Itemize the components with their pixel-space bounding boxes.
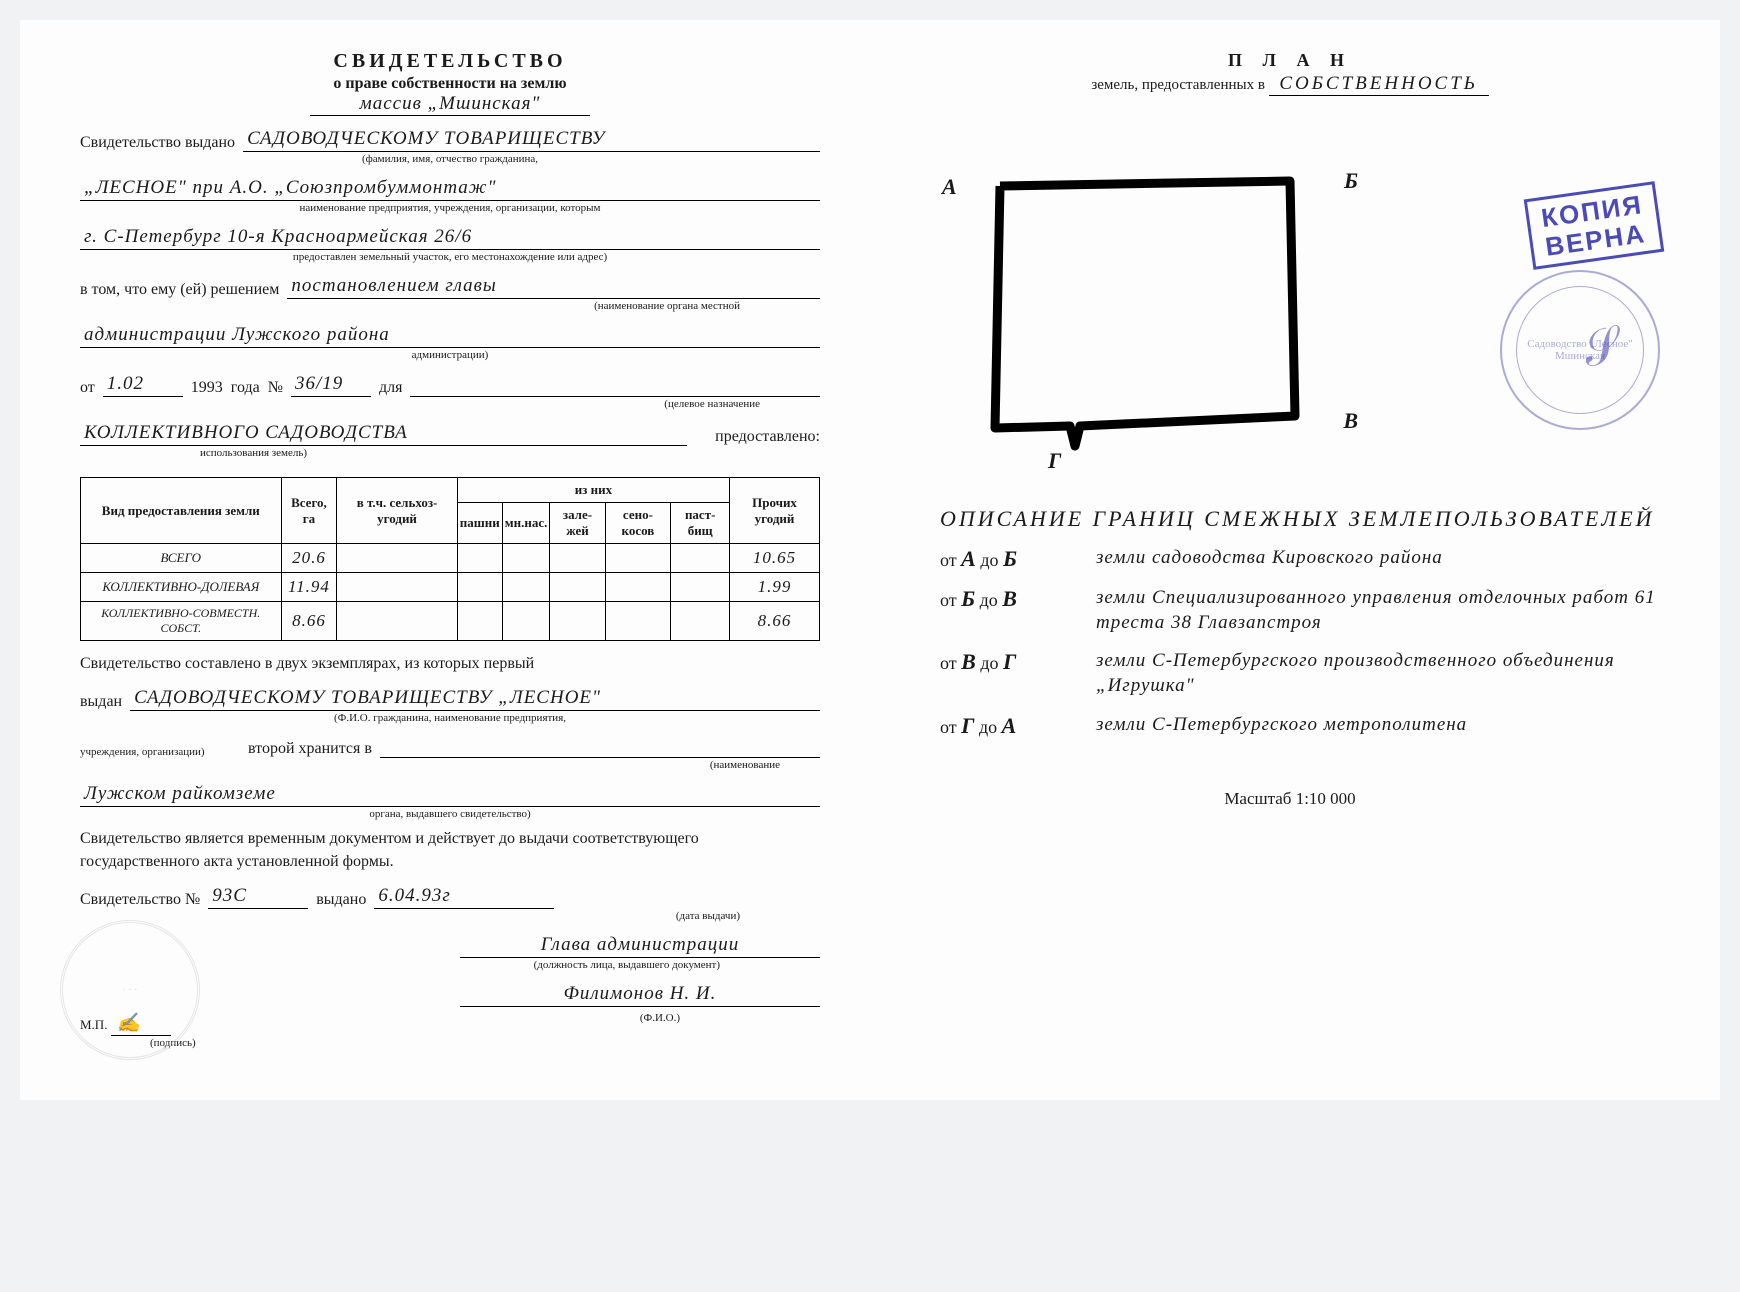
org-val: Лужском райкомземе (80, 783, 820, 807)
temp-doc-text: Свидетельство является временным докумен… (80, 828, 820, 873)
decision-sub1: (наименование органа местной (80, 300, 820, 312)
table-row: КОЛЛЕКТИВНО-СОВМЕСТН. СОБСТ.8.668.66 (81, 602, 820, 641)
th-pastb: паст-бищ (671, 503, 730, 544)
head-label: Глава администрации (460, 934, 820, 958)
issued-sub2: наименование предприятия, учреждения, ор… (80, 202, 820, 214)
issued-sub1: (фамилия, имя, отчество гражданина, (80, 153, 820, 165)
land-table: Вид предоставления земли Всего, га в т.ч… (80, 477, 820, 641)
boundary-label: от Б до В (940, 586, 1080, 612)
table-row: ВСЕГО20.610.65 (81, 544, 820, 573)
th-mnnas: мн.нас. (502, 503, 550, 544)
cert-num-label: Свидетельство № (80, 891, 200, 909)
corner-a: А (942, 174, 957, 200)
document-page: СВИДЕТЕЛЬСТВО о праве собственности на з… (20, 20, 1720, 1100)
plan-panel: П Л А Н земель, предоставленных в СОБСТВ… (870, 20, 1720, 1100)
decision-label: в том, что ему (ей) решением (80, 281, 279, 299)
cert-title: СВИДЕТЕЛЬСТВО (80, 50, 820, 73)
head-name: Филимонов Н. И. (460, 983, 820, 1007)
th-agri: в т.ч. сельхоз-угодий (337, 478, 458, 544)
purpose-sub: использования земель) (80, 447, 820, 459)
date-day: 1.02 (103, 373, 183, 397)
copy2-right-label: второй хранится в (248, 740, 372, 758)
two-copies-text: Свидетельство составлено в двух экземпля… (80, 653, 820, 675)
cert-num: 93С (208, 885, 308, 909)
purpose-sub-top: (целевое назначение (80, 398, 820, 410)
cert-date: 6.04.93г (374, 885, 554, 909)
address: г. С-Петербург 10-я Красноармейская 26/6 (80, 226, 820, 250)
for-label: для (379, 379, 402, 397)
table-body: ВСЕГО20.610.65 КОЛЛЕКТИВНО-ДОЛЕВАЯ11.941… (81, 544, 820, 641)
num-label: № (268, 379, 283, 397)
corner-g: Г (1048, 448, 1061, 474)
certificate-panel: СВИДЕТЕЛЬСТВО о праве собственности на з… (20, 20, 870, 1100)
corner-b: Б (1344, 168, 1358, 194)
cert-subtitle: о праве собственности на землю (80, 75, 820, 93)
boundary-text: земли Специализированного управления отд… (1096, 586, 1670, 635)
stamp-copy-valid: КОПИЯ ВЕРНА (1524, 181, 1665, 270)
ot-label: от (80, 379, 95, 397)
boundary-text: земли садоводства Кировского района (1096, 546, 1443, 571)
sign-sub: (подпись) (80, 1037, 820, 1049)
plan-title: П Л А Н (910, 50, 1670, 71)
doc-num: 36/19 (291, 373, 371, 397)
table-row: КОЛЛЕКТИВНО-ДОЛЕВАЯ11.941.99 (81, 573, 820, 602)
boundaries-list: от А до Б земли садоводства Кировского ра… (910, 546, 1670, 739)
plot-outline-icon (970, 166, 1330, 466)
provided-label: предоставлено: (715, 428, 820, 446)
copy1-sub: (Ф.И.О. гражданина, наименование предпри… (80, 712, 820, 724)
cert-date-sub: (дата выдачи) (80, 910, 820, 922)
plan-line-val: СОБСТВЕННОСТЬ (1269, 73, 1489, 96)
seal-icon-right: Садоводство „Лесное" Мшинская (1500, 270, 1660, 430)
decision-sub2: администрации) (80, 349, 820, 361)
th-type: Вид предоставления земли (81, 478, 282, 544)
th-pashni: пашни (457, 503, 502, 544)
th-total: Всего, га (281, 478, 337, 544)
th-other: Прочих угодий (730, 478, 820, 544)
th-ofthem: из них (457, 478, 729, 503)
address-sub: предоставлен земельный участок, его мест… (80, 251, 820, 263)
boundary-text: земли С-Петербургского метрополитена (1096, 713, 1467, 738)
seal-icon-left: · · · (60, 920, 200, 1060)
year-label: года (231, 379, 260, 397)
plan-sub-row: земель, предоставленных в СОБСТВЕННОСТЬ (910, 73, 1670, 96)
boundary-row: от А до Б земли садоводства Кировского ра… (940, 546, 1670, 572)
boundary-row: от Г до А земли С-Петербургского метропол… (940, 713, 1670, 739)
boundary-label: от А до Б (940, 546, 1080, 572)
boundary-label: от В до Г (940, 649, 1080, 675)
issued-to-1: САДОВОДЧЕСКОМУ ТОВАРИЩЕСТВУ (243, 128, 820, 152)
copy2-sub-right: (наименование (80, 759, 820, 771)
boundary-label: от Г до А (940, 713, 1080, 739)
date-year: 1993 (191, 379, 223, 397)
copy1-val: САДОВОДЧЕСКОМУ ТОВАРИЩЕСТВУ „ЛЕСНОЕ" (130, 687, 820, 711)
scale-label: Масштаб 1:10 000 (910, 789, 1670, 809)
issued-to-label: Свидетельство выдано (80, 134, 235, 152)
th-zalej: зале-жей (550, 503, 605, 544)
massiv: массив „Мшинская" (310, 93, 590, 116)
boundary-row: от Б до В земли Специализированного управ… (940, 586, 1670, 635)
boundary-text: земли С-Петербургского производственного… (1096, 649, 1670, 698)
issued-to-2: „ЛЕСНОЕ" при А.О. „Союзпромбуммонтаж" (80, 177, 820, 201)
corner-v: В (1343, 408, 1358, 434)
copy1-label: выдан (80, 693, 122, 711)
copy2-label: учреждения, организации) (80, 746, 240, 758)
plan-diagram: А Б В Г (970, 166, 1330, 466)
purpose: КОЛЛЕКТИВНОГО САДОВОДСТВА (80, 422, 687, 446)
boundary-row: от В до Г земли С-Петербургского производ… (940, 649, 1670, 698)
head-name-sub: (Ф.И.О.) (640, 1012, 820, 1036)
org-sub: органа, выдавшего свидетельство) (80, 808, 820, 820)
boundaries-title: ОПИСАНИЕ ГРАНИЦ СМЕЖНЫХ ЗЕМЛЕПОЛЬЗОВАТЕЛ… (940, 506, 1670, 532)
decision-2: администрации Лужского района (80, 324, 820, 348)
th-senokos: сено-косов (605, 503, 671, 544)
cert-issued-label: выдано (316, 891, 366, 909)
decision-1: постановлением главы (287, 275, 820, 299)
